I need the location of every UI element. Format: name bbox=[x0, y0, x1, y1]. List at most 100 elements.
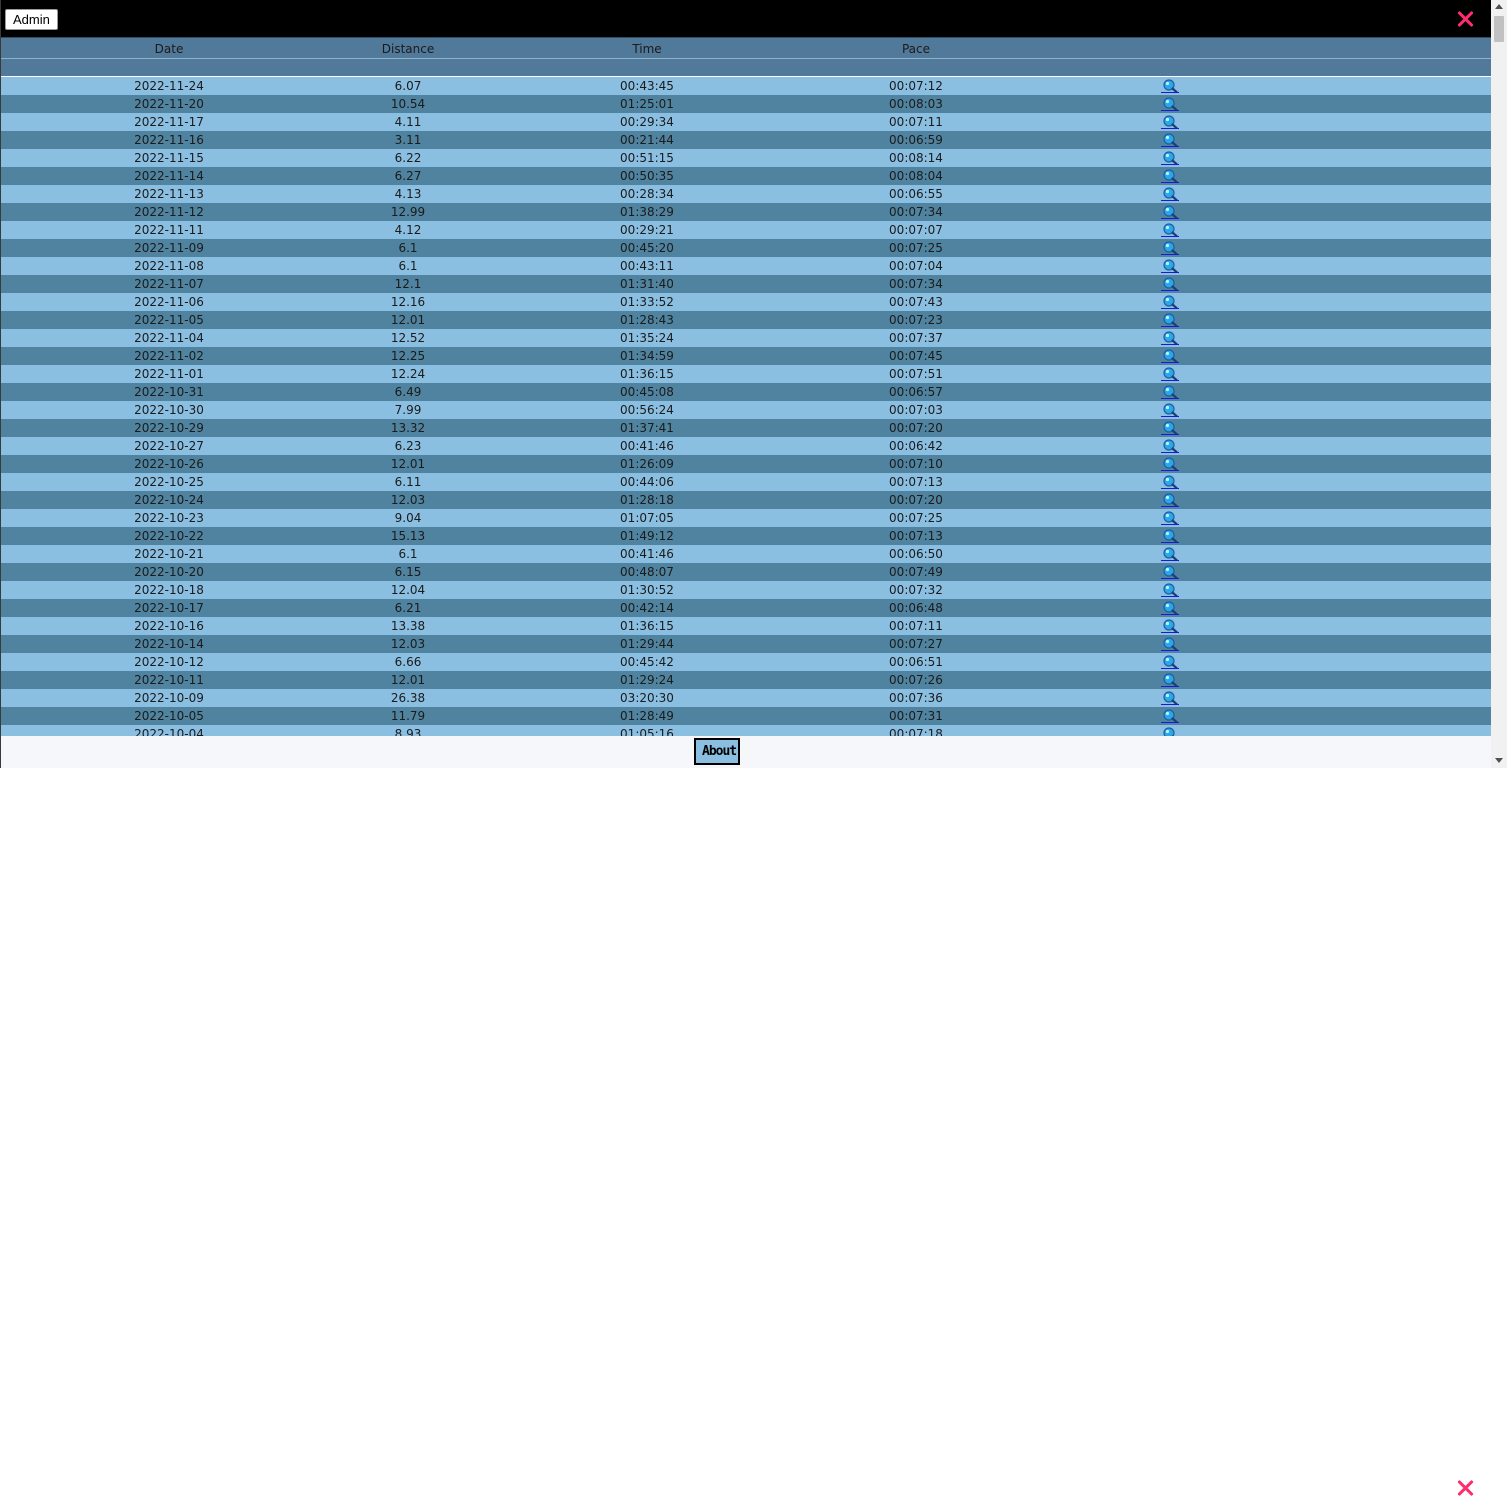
time-cell: 01:07:05 bbox=[620, 511, 674, 525]
pace-cell: 00:06:57 bbox=[889, 385, 943, 399]
distance-cell: 6.15 bbox=[394, 565, 422, 579]
time-cell: 01:26:09 bbox=[620, 457, 674, 471]
magnifier-icon[interactable] bbox=[1161, 151, 1179, 165]
magnifier-icon[interactable] bbox=[1161, 115, 1179, 129]
distance-cell: 12.01 bbox=[390, 673, 426, 687]
close-icon[interactable] bbox=[1454, 9, 1476, 31]
magnifier-icon[interactable] bbox=[1161, 529, 1179, 543]
pace-cell: 00:07:11 bbox=[889, 619, 943, 633]
date-cell: 2022-11-05 bbox=[134, 313, 204, 327]
pace-cell: 00:07:37 bbox=[889, 331, 943, 345]
date-cell: 2022-11-01 bbox=[134, 367, 204, 381]
close-icon[interactable] bbox=[1454, 1478, 1476, 1500]
magnifier-icon[interactable] bbox=[1161, 313, 1179, 327]
magnifier-icon[interactable] bbox=[1161, 367, 1179, 381]
scroll-up-arrow-icon[interactable] bbox=[1495, 4, 1503, 9]
magnifier-icon[interactable] bbox=[1161, 439, 1179, 453]
pace-cell: 00:07:25 bbox=[889, 241, 943, 255]
pace-cell: 00:07:13 bbox=[889, 529, 943, 543]
distance-cell: 6.07 bbox=[394, 79, 422, 93]
magnifier-icon[interactable] bbox=[1161, 619, 1179, 633]
admin-button[interactable]: Admin bbox=[5, 9, 58, 30]
pace-cell: 00:07:31 bbox=[889, 709, 943, 723]
table-row: 2022-11-07 12.1 01:31:40 00:07:34 bbox=[1, 275, 1492, 293]
distance-cell: 15.13 bbox=[390, 529, 426, 543]
magnifier-icon[interactable] bbox=[1161, 403, 1179, 417]
column-header-time[interactable]: Time bbox=[632, 42, 662, 56]
table-row: 2022-10-05 11.79 01:28:49 00:07:31 bbox=[1, 707, 1492, 725]
distance-cell: 6.49 bbox=[394, 385, 422, 399]
magnifier-icon[interactable] bbox=[1161, 133, 1179, 147]
pace-cell: 00:07:20 bbox=[889, 493, 943, 507]
date-cell: 2022-10-17 bbox=[134, 601, 204, 615]
magnifier-icon[interactable] bbox=[1161, 259, 1179, 273]
column-header-date[interactable]: Date bbox=[154, 42, 184, 56]
time-cell: 00:48:07 bbox=[620, 565, 674, 579]
pace-cell: 00:07:36 bbox=[889, 691, 943, 705]
magnifier-icon[interactable] bbox=[1161, 709, 1179, 723]
magnifier-icon[interactable] bbox=[1161, 655, 1179, 669]
magnifier-icon[interactable] bbox=[1161, 241, 1179, 255]
magnifier-icon[interactable] bbox=[1161, 583, 1179, 597]
date-cell: 2022-11-15 bbox=[134, 151, 204, 165]
magnifier-icon[interactable] bbox=[1161, 385, 1179, 399]
scrollbar-thumb[interactable] bbox=[1494, 16, 1504, 42]
magnifier-icon[interactable] bbox=[1161, 97, 1179, 111]
table-row: 2022-11-02 12.25 01:34:59 00:07:45 bbox=[1, 347, 1492, 365]
time-cell: 00:45:20 bbox=[620, 241, 674, 255]
distance-cell: 11.79 bbox=[390, 709, 426, 723]
date-cell: 2022-11-04 bbox=[134, 331, 204, 345]
magnifier-icon[interactable] bbox=[1161, 457, 1179, 471]
table-row: 2022-11-09 6.1 00:45:20 00:07:25 bbox=[1, 239, 1492, 257]
magnifier-icon[interactable] bbox=[1161, 727, 1179, 736]
magnifier-icon[interactable] bbox=[1161, 691, 1179, 705]
date-cell: 2022-10-27 bbox=[134, 439, 204, 453]
magnifier-icon[interactable] bbox=[1161, 511, 1179, 525]
time-cell: 01:28:43 bbox=[620, 313, 674, 327]
magnifier-icon[interactable] bbox=[1161, 475, 1179, 489]
magnifier-icon[interactable] bbox=[1161, 277, 1179, 291]
magnifier-icon[interactable] bbox=[1161, 331, 1179, 345]
magnifier-icon[interactable] bbox=[1161, 169, 1179, 183]
scroll-down-arrow-icon[interactable] bbox=[1495, 758, 1503, 763]
magnifier-icon[interactable] bbox=[1161, 637, 1179, 651]
magnifier-icon[interactable] bbox=[1161, 547, 1179, 561]
table-row: 2022-11-17 4.11 00:29:34 00:07:11 bbox=[1, 113, 1492, 131]
footer-bar: About bbox=[1, 736, 1492, 768]
magnifier-icon[interactable] bbox=[1161, 205, 1179, 219]
magnifier-icon[interactable] bbox=[1161, 349, 1179, 363]
table-row: 2022-11-01 12.24 01:36:15 00:07:51 bbox=[1, 365, 1492, 383]
vertical-scrollbar[interactable] bbox=[1491, 0, 1507, 768]
distance-cell: 3.11 bbox=[394, 133, 422, 147]
app-window: Admin Date Distance Time Pace 2022-11-24… bbox=[0, 0, 1491, 768]
table-row: 2022-10-16 13.38 01:36:15 00:07:11 bbox=[1, 617, 1492, 635]
date-cell: 2022-11-11 bbox=[134, 223, 204, 237]
table-row: 2022-11-15 6.22 00:51:15 00:08:14 bbox=[1, 149, 1492, 167]
pace-cell: 00:07:25 bbox=[889, 511, 943, 525]
magnifier-icon[interactable] bbox=[1161, 601, 1179, 615]
date-cell: 2022-10-18 bbox=[134, 583, 204, 597]
magnifier-icon[interactable] bbox=[1161, 565, 1179, 579]
date-cell: 2022-10-05 bbox=[134, 709, 204, 723]
about-button[interactable]: About bbox=[694, 738, 740, 765]
magnifier-icon[interactable] bbox=[1161, 79, 1179, 93]
time-cell: 01:49:12 bbox=[620, 529, 674, 543]
pace-cell: 00:08:04 bbox=[889, 169, 943, 183]
magnifier-icon[interactable] bbox=[1161, 223, 1179, 237]
magnifier-icon[interactable] bbox=[1161, 421, 1179, 435]
magnifier-icon[interactable] bbox=[1161, 673, 1179, 687]
magnifier-icon[interactable] bbox=[1161, 493, 1179, 507]
pace-cell: 00:07:13 bbox=[889, 475, 943, 489]
magnifier-icon[interactable] bbox=[1161, 187, 1179, 201]
column-header-distance[interactable]: Distance bbox=[381, 42, 435, 56]
table-row: 2022-10-31 6.49 00:45:08 00:06:57 bbox=[1, 383, 1492, 401]
magnifier-icon[interactable] bbox=[1161, 295, 1179, 309]
pace-cell: 00:07:12 bbox=[889, 79, 943, 93]
column-header-pace[interactable]: Pace bbox=[901, 42, 931, 56]
table-row: 2022-11-04 12.52 01:35:24 00:07:37 bbox=[1, 329, 1492, 347]
pace-cell: 00:08:14 bbox=[889, 151, 943, 165]
table-row: 2022-10-09 26.38 03:20:30 00:07:36 bbox=[1, 689, 1492, 707]
pace-cell: 00:06:50 bbox=[889, 547, 943, 561]
time-cell: 01:28:18 bbox=[620, 493, 674, 507]
table-row: 2022-11-08 6.1 00:43:11 00:07:04 bbox=[1, 257, 1492, 275]
